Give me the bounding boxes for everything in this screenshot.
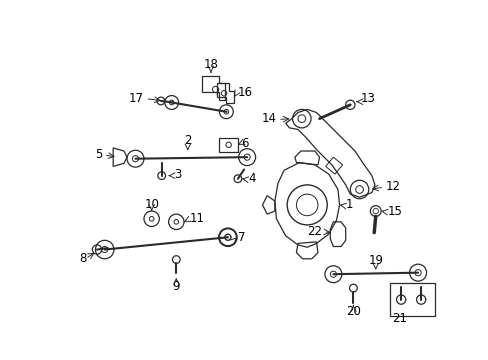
- Text: 13: 13: [360, 92, 375, 105]
- Text: 16: 16: [238, 86, 252, 99]
- Text: 14: 14: [261, 112, 276, 125]
- Text: 15: 15: [386, 204, 401, 217]
- Text: 21: 21: [391, 312, 406, 325]
- Text: 10: 10: [144, 198, 159, 211]
- Text: 19: 19: [367, 254, 383, 267]
- Text: 6: 6: [241, 137, 248, 150]
- Text: 17: 17: [129, 92, 143, 105]
- Text: 9: 9: [172, 280, 180, 293]
- Text: 7: 7: [238, 231, 245, 244]
- Text: 11: 11: [189, 212, 204, 225]
- Text: 5: 5: [95, 148, 102, 161]
- Text: 18: 18: [203, 58, 218, 71]
- Text: 22: 22: [306, 225, 321, 238]
- Text: 8: 8: [79, 252, 86, 265]
- Text: 3: 3: [174, 168, 181, 181]
- Bar: [389, 283, 434, 316]
- Text: 2: 2: [183, 135, 191, 148]
- Text: 1: 1: [345, 198, 352, 211]
- Text: 20: 20: [346, 305, 360, 318]
- Text: 12: 12: [385, 180, 400, 193]
- Bar: [219, 138, 238, 152]
- Text: 4: 4: [248, 172, 256, 185]
